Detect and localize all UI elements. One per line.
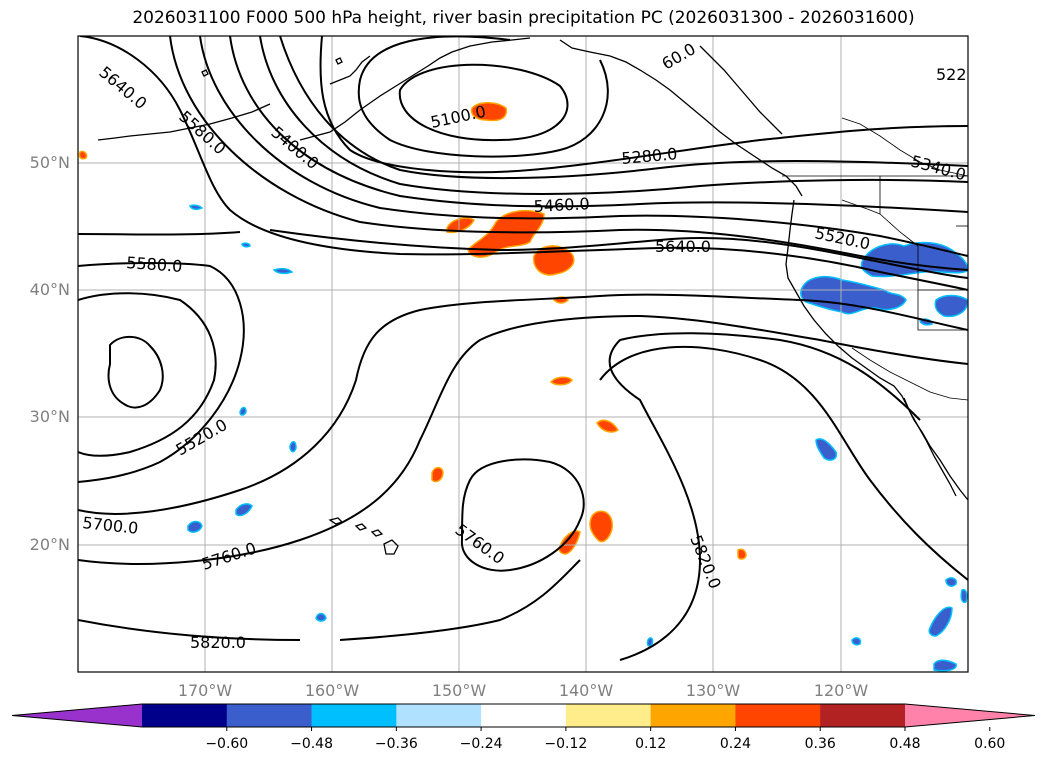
lon-label-170w: 170°W: [177, 681, 233, 700]
colorbar-tick-label: −0.60: [205, 736, 249, 752]
contour-label: 5400.0: [267, 123, 322, 174]
lat-label-50n: 50°N: [29, 153, 70, 172]
colorbar-swatch: [565, 704, 652, 727]
contour-label: 5460.0: [533, 194, 590, 216]
contour-label: 5580.0: [175, 107, 229, 159]
contour-label: 522: [936, 65, 967, 84]
colorbar-swatch: [311, 704, 397, 727]
lon-label-160w: 160°W: [304, 681, 360, 700]
colorbar: [11, 703, 1036, 731]
colorbar-swatch: [650, 704, 736, 727]
colorbar-swatch: [396, 704, 482, 727]
colorbar-extend-max: [905, 704, 1035, 727]
lat-label-40n: 40°N: [29, 280, 70, 299]
colorbar-extend-min: [12, 704, 142, 727]
gridlines: [78, 36, 968, 672]
contour-label: 5640.0: [95, 63, 150, 114]
lon-label-140w: 140°W: [558, 681, 614, 700]
political-borders: [782, 117, 968, 401]
colorbar-tick-label: −0.36: [374, 736, 418, 752]
colorbar-outline: [11, 703, 1036, 728]
contour-label: 5280.0: [621, 144, 678, 168]
contour-label: 5700.0: [82, 513, 140, 538]
map-frame: [77, 35, 969, 673]
colorbar-tick-label: 0.12: [635, 736, 667, 752]
height-contours: [78, 36, 968, 661]
contour-label: 5820.0: [686, 532, 725, 591]
lat-label-30n: 30°N: [29, 407, 70, 426]
colorbar-swatch: [481, 704, 567, 727]
colorbar-tick-label: −0.24: [459, 736, 503, 752]
contour-label: 5760.0: [199, 538, 258, 573]
lat-label-20n: 20°N: [29, 535, 70, 554]
precipitation-shading: [78, 102, 968, 672]
contour-label: 5640.0: [655, 237, 711, 256]
lon-label-150w: 150°W: [431, 681, 487, 700]
colorbar-swatch: [735, 704, 821, 727]
lon-label-130w: 130°W: [685, 681, 741, 700]
contour-label: 5760.0: [452, 520, 508, 568]
contour-label: 5580.0: [126, 253, 183, 276]
colorbar-tick-label: 0.60: [974, 736, 1006, 752]
colorbar-swatch: [226, 704, 313, 727]
figure-title: 2026031100 F000 500 hPa height, river ba…: [132, 8, 915, 28]
coastlines: [97, 37, 968, 555]
lon-label-120w: 120°W: [813, 681, 869, 700]
contour-label: 5100.0: [429, 102, 488, 132]
colorbar-tick-label: 0.24: [719, 736, 752, 752]
colorbar-tick-label: 0.36: [804, 736, 836, 752]
contour-label: 5820.0: [190, 633, 246, 652]
colorbar-swatch: [142, 704, 228, 727]
contour-label: 60.0: [659, 39, 699, 73]
colorbar-tick-label: 0.48: [889, 736, 921, 752]
contour-label: 5520.0: [173, 415, 231, 459]
colorbar-tick-label: −0.12: [544, 736, 588, 752]
colorbar-swatch: [820, 704, 906, 727]
colorbar-tick-label: −0.48: [290, 736, 333, 752]
